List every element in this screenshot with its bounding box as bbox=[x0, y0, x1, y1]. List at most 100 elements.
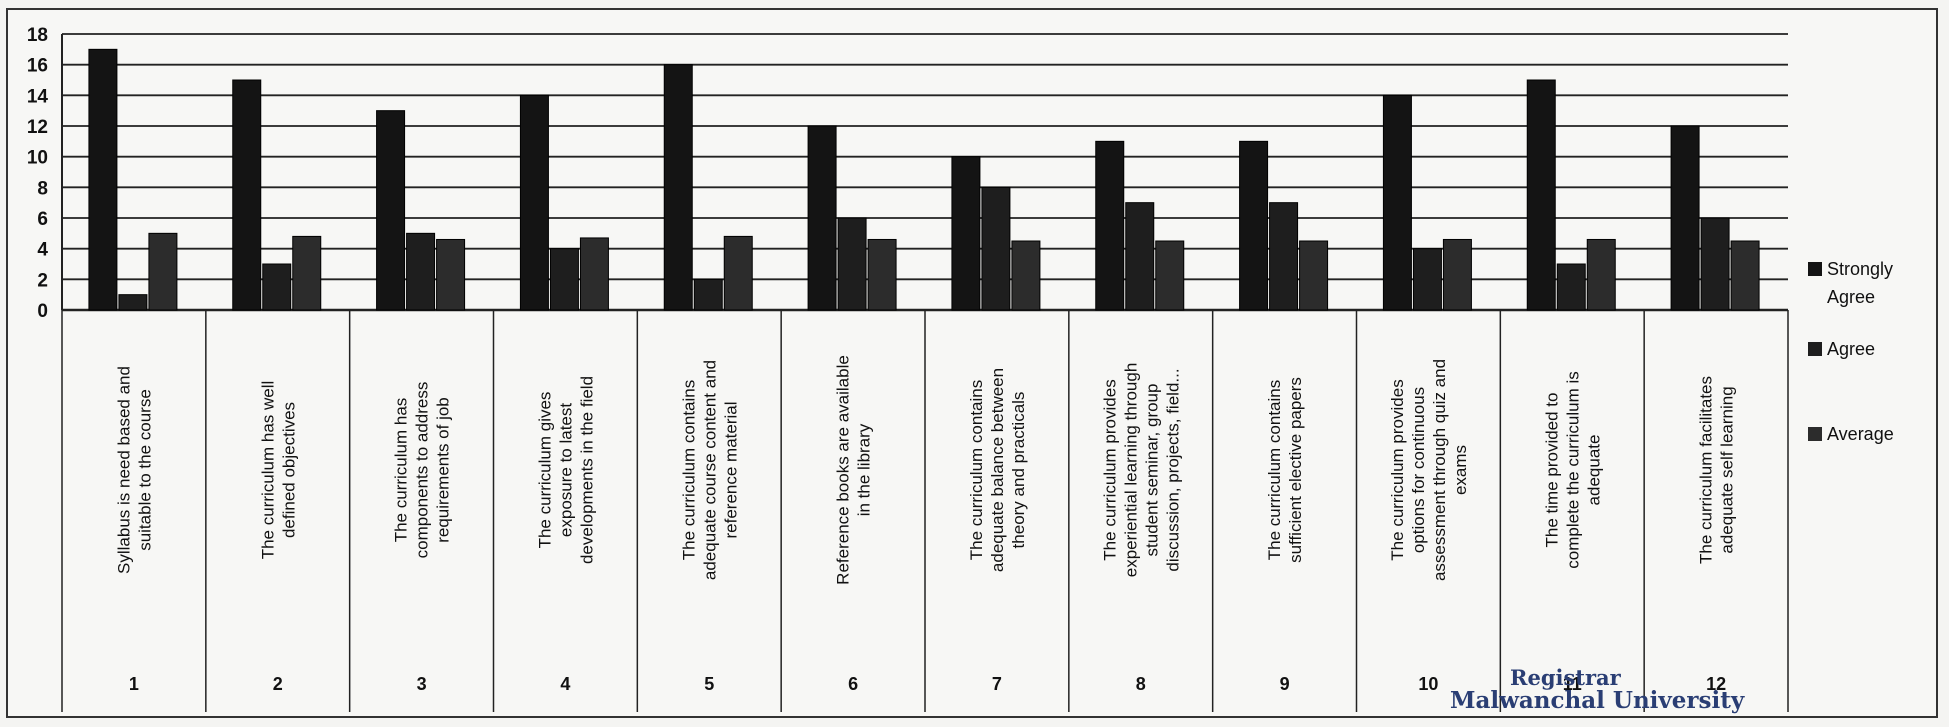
bar-agree bbox=[1700, 217, 1730, 311]
y-tick-label: 16 bbox=[27, 56, 48, 77]
bar-average bbox=[867, 238, 897, 311]
y-tick-label: 2 bbox=[37, 270, 48, 291]
category-label-line: complete the curriculum is bbox=[1563, 371, 1582, 568]
y-tick-label: 18 bbox=[27, 25, 48, 46]
category-label-line: discussion, projects, field... bbox=[1163, 368, 1182, 571]
bar-agree bbox=[693, 278, 723, 311]
category-number: 3 bbox=[417, 674, 427, 694]
category-label-line: The curriculum contains bbox=[1265, 380, 1284, 560]
category-number: 1 bbox=[129, 674, 139, 694]
category-label-line: exams bbox=[1451, 445, 1470, 495]
bar-strongly-agree bbox=[1382, 94, 1412, 311]
legend-swatch bbox=[1808, 262, 1822, 276]
category-label-line: The curriculum facilitates bbox=[1697, 376, 1716, 564]
bar-average bbox=[1155, 240, 1185, 311]
bar-agree bbox=[1269, 202, 1299, 311]
category-label-line: The curriculum has well bbox=[258, 381, 277, 560]
y-tick-label: 12 bbox=[27, 117, 48, 138]
category-label-line: The curriculum provides bbox=[1100, 379, 1119, 560]
bar-strongly-agree bbox=[1239, 140, 1269, 311]
category-label-line: The curriculum has bbox=[392, 398, 411, 543]
bar-strongly-agree bbox=[1526, 79, 1556, 311]
bar-average bbox=[1586, 238, 1616, 311]
bar-strongly-agree bbox=[519, 94, 549, 311]
bar-strongly-agree bbox=[232, 79, 262, 311]
bar-agree bbox=[1556, 263, 1586, 311]
legend-swatch bbox=[1808, 427, 1822, 441]
category-number: 10 bbox=[1418, 674, 1438, 694]
category-label-line: The curriculum provides bbox=[1388, 379, 1407, 560]
legend-label: Strongly bbox=[1827, 259, 1893, 279]
y-tick-label: 14 bbox=[27, 86, 49, 107]
bar-strongly-agree bbox=[807, 125, 837, 311]
category-label-line: defined objectives bbox=[279, 402, 298, 538]
category-label-line: The curriculum contains bbox=[967, 380, 986, 560]
category-label-line: in the library bbox=[855, 423, 874, 516]
bar-agree bbox=[1125, 202, 1155, 311]
bars bbox=[88, 48, 1760, 311]
category-label-line: experiential learning through bbox=[1121, 363, 1140, 578]
bar-strongly-agree bbox=[951, 156, 981, 311]
category-label-line: suitable to the course bbox=[135, 389, 154, 551]
category-number: 9 bbox=[1280, 674, 1290, 694]
category-label-line: The curriculum contains bbox=[679, 380, 698, 560]
category-label-line: The time provided to bbox=[1542, 393, 1561, 548]
y-tick-label: 10 bbox=[27, 148, 48, 169]
category-label-line: adequate bbox=[1584, 435, 1603, 506]
bar-average bbox=[1299, 240, 1329, 311]
y-axis-ticks: 0 2 4 6 8 10 12 14 16 18 bbox=[27, 25, 49, 322]
category-label-line: requirements of job bbox=[434, 397, 453, 543]
bar-strongly-agree bbox=[1670, 125, 1700, 311]
category-number: 5 bbox=[704, 674, 714, 694]
category-number: 2 bbox=[273, 674, 283, 694]
bar-average bbox=[579, 237, 609, 311]
category-number: 4 bbox=[560, 674, 570, 694]
bar-strongly-agree bbox=[663, 64, 693, 311]
bar-average bbox=[292, 235, 322, 311]
category-label-line: assessment through quiz and bbox=[1430, 359, 1449, 581]
bar-agree bbox=[837, 217, 867, 311]
y-tick-label: 4 bbox=[37, 240, 48, 261]
bar-strongly-agree bbox=[88, 48, 118, 311]
bar-average bbox=[436, 238, 466, 311]
category-number: 12 bbox=[1706, 674, 1726, 694]
category-label-line: student seminar, group bbox=[1142, 384, 1161, 557]
stamp-institution: Malwanchal University bbox=[1450, 687, 1745, 714]
bar-average bbox=[148, 232, 178, 311]
bar-average bbox=[1730, 240, 1760, 311]
bar-agree bbox=[549, 248, 579, 311]
bar-strongly-agree bbox=[1095, 140, 1125, 311]
bar-average bbox=[1011, 240, 1041, 311]
category-label-line: options for continuous bbox=[1409, 387, 1428, 553]
category-label-line: developments in the field bbox=[577, 376, 596, 564]
category-label-line: The curriculum gives bbox=[535, 392, 554, 549]
y-tick-label: 0 bbox=[37, 301, 48, 322]
category-label-line: Syllabus is need based and bbox=[114, 366, 133, 574]
y-tick-label: 6 bbox=[37, 209, 48, 230]
bar-average bbox=[723, 235, 753, 311]
category-label-line: theory and practicals bbox=[1009, 392, 1028, 549]
bar-average bbox=[1442, 238, 1472, 311]
category-number: 11 bbox=[1563, 674, 1582, 694]
legend: Strongly Agree Agree Average bbox=[1808, 259, 1894, 444]
registrar-stamp: Registrar Malwanchal University bbox=[1450, 665, 1745, 714]
bar-agree bbox=[118, 294, 148, 311]
legend-label: Agree bbox=[1827, 339, 1875, 359]
y-tick-label: 8 bbox=[37, 178, 48, 199]
category-label-table: Syllabus is need based and suitable to th… bbox=[61, 310, 1789, 712]
bar-agree bbox=[981, 186, 1011, 311]
legend-label: Average bbox=[1827, 424, 1894, 444]
bar-agree bbox=[1412, 248, 1442, 311]
legend-label: Agree bbox=[1827, 287, 1875, 307]
bar-strongly-agree bbox=[376, 110, 406, 311]
stamp-title: Registrar bbox=[1510, 665, 1622, 690]
category-label-line: Reference books are available bbox=[834, 355, 853, 585]
category-number: 6 bbox=[848, 674, 858, 694]
category-label-line: adequate course content and bbox=[700, 360, 719, 580]
bar-agree bbox=[262, 263, 292, 311]
category-number: 7 bbox=[992, 674, 1002, 694]
legend-swatch bbox=[1808, 342, 1822, 356]
category-label-line: reference material bbox=[721, 401, 740, 538]
category-label-line: components to address bbox=[413, 382, 432, 559]
